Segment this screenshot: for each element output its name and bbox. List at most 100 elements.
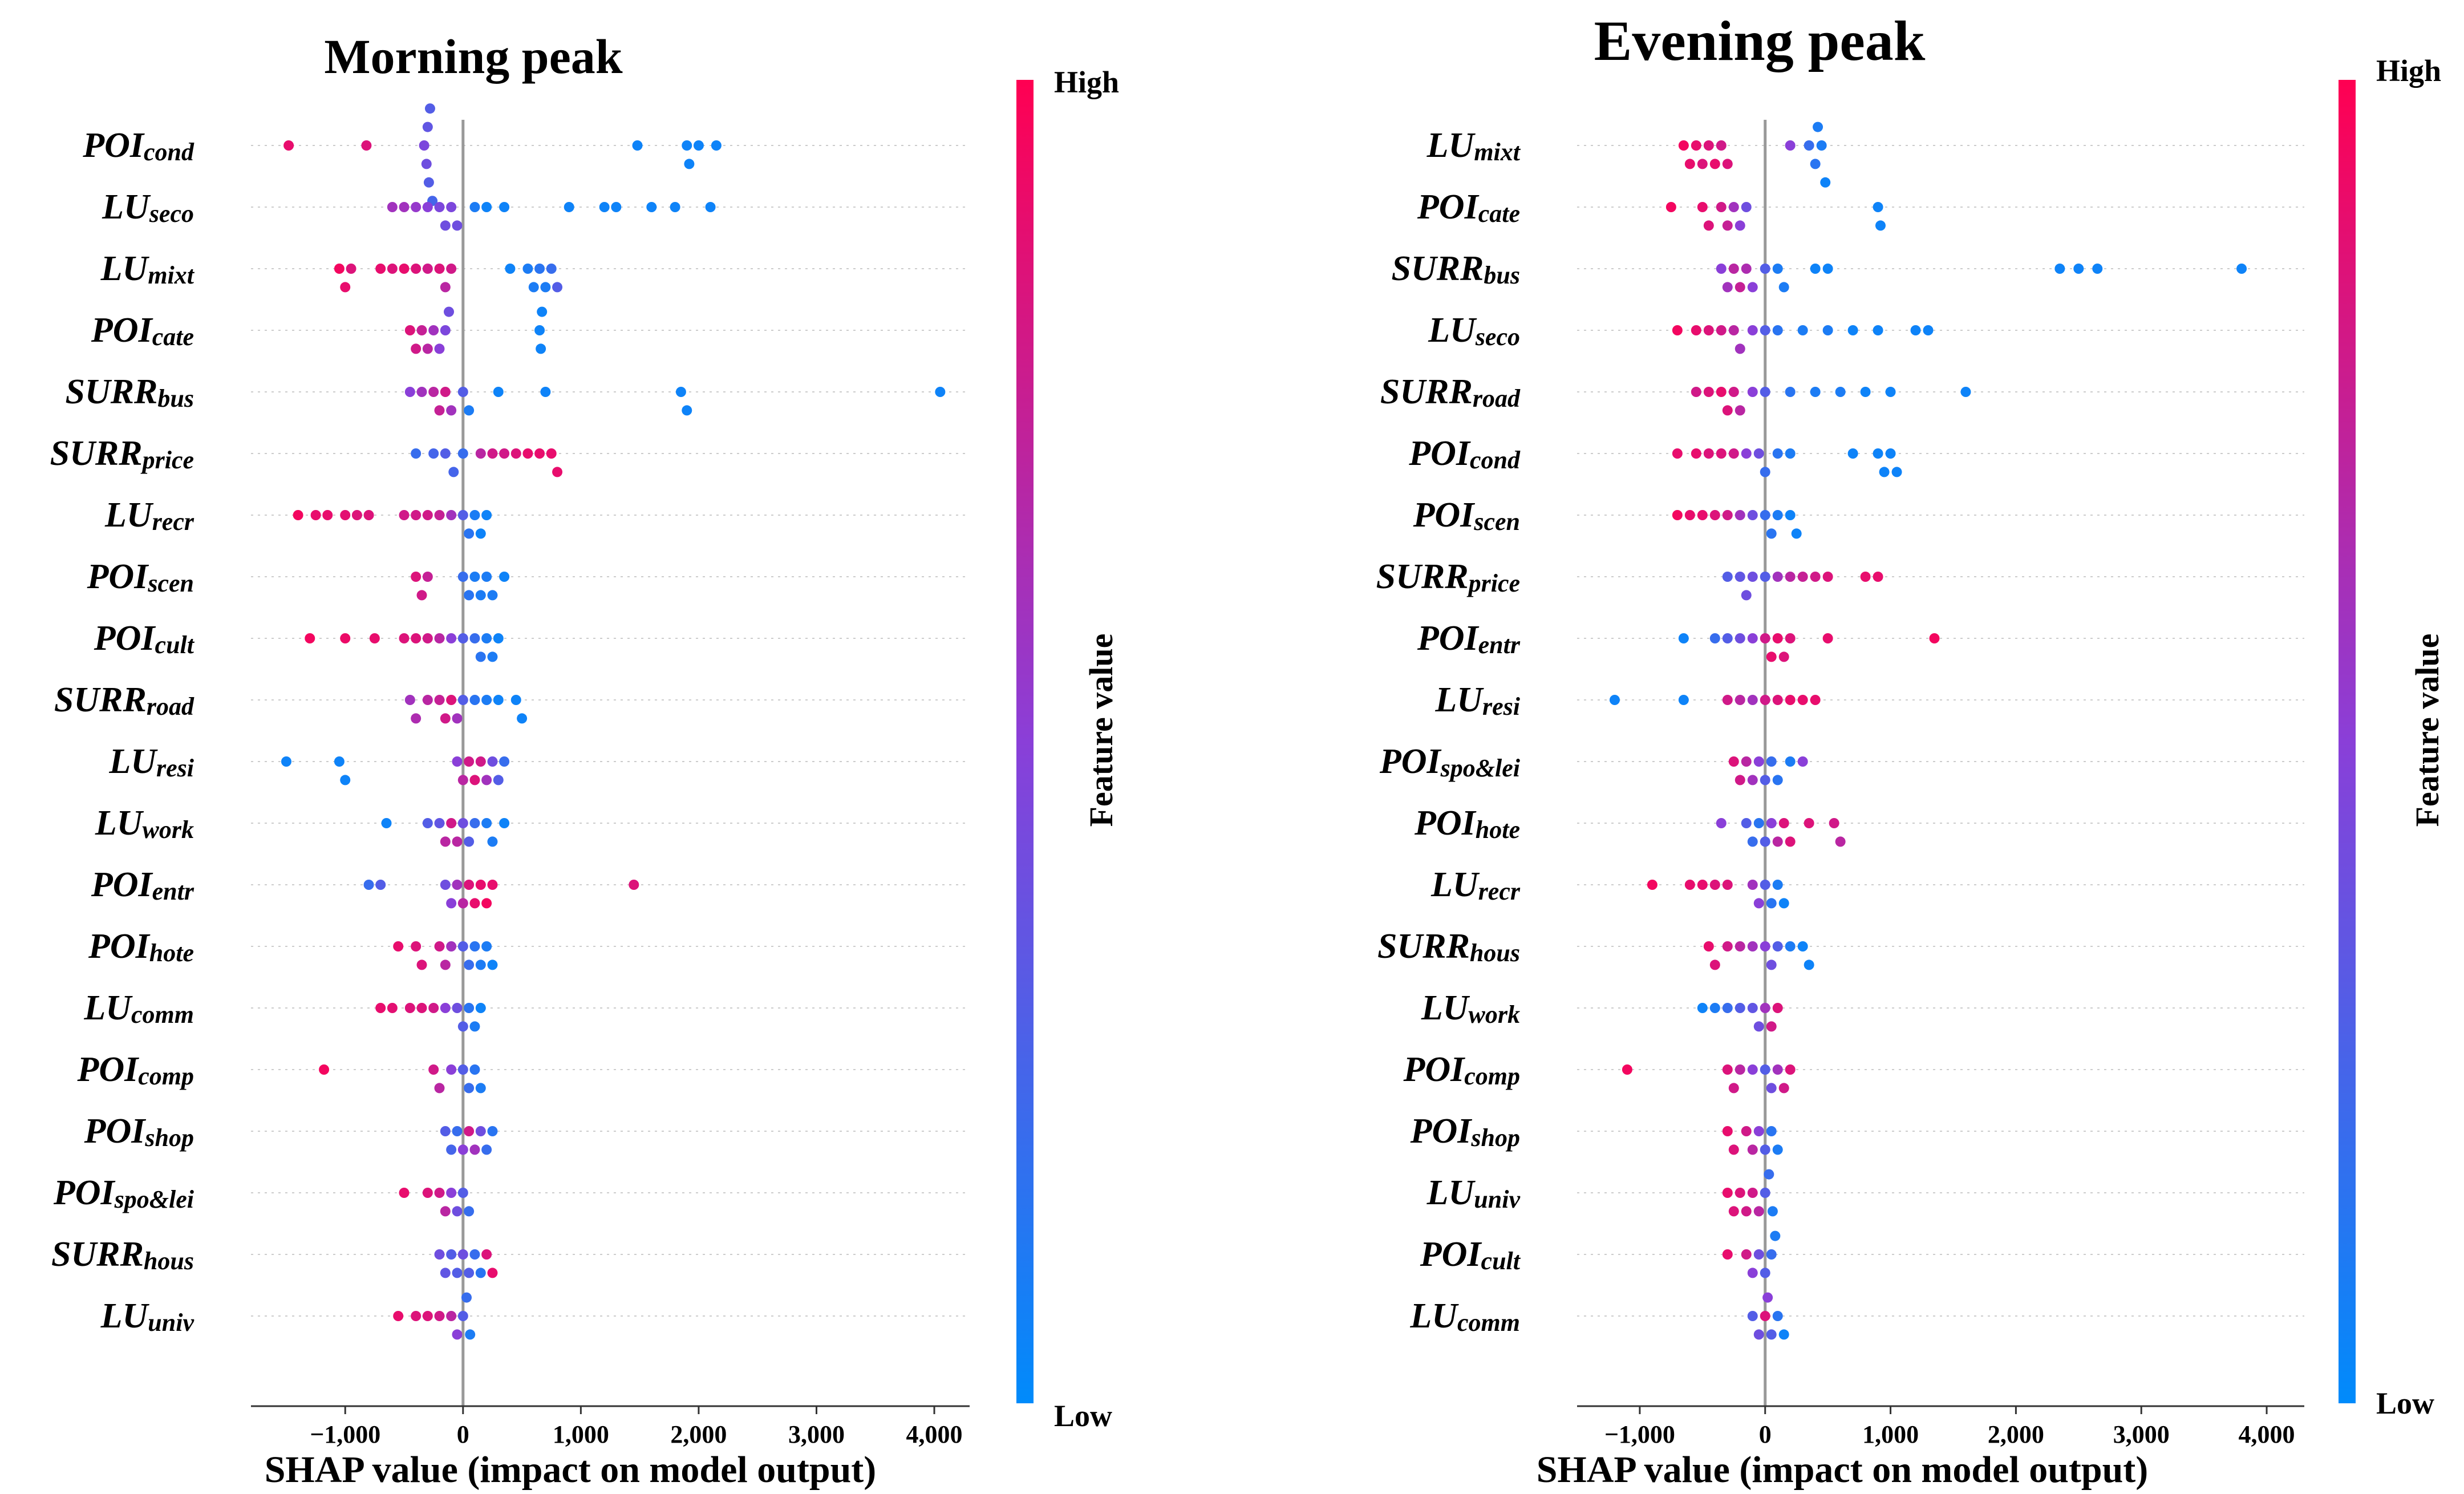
shap-point bbox=[1622, 1064, 1632, 1075]
shap-point bbox=[1772, 775, 1783, 786]
feature-label: LUwork bbox=[1421, 989, 1520, 1029]
shap-point bbox=[457, 1021, 468, 1032]
shap-point bbox=[1747, 282, 1758, 293]
shap-point bbox=[1822, 633, 1833, 643]
shap-point bbox=[475, 1083, 486, 1094]
feature-label-main: LU bbox=[95, 804, 144, 843]
shap-point bbox=[552, 467, 563, 477]
shap-point bbox=[381, 818, 392, 828]
shap-point bbox=[464, 405, 475, 416]
feature-label-main: LU bbox=[102, 188, 151, 226]
x-tick-label: 4,000 bbox=[2239, 1420, 2295, 1448]
feature-label-sub: road bbox=[1473, 384, 1521, 412]
feature-label: LUmixt bbox=[1426, 126, 1521, 166]
feature-label-sub: shop bbox=[144, 1124, 194, 1152]
shap-point bbox=[457, 1064, 468, 1075]
shap-point bbox=[1709, 633, 1720, 643]
feature-label: POIcate bbox=[91, 311, 194, 351]
feature-label-main: POI bbox=[87, 557, 149, 596]
shap-point bbox=[283, 140, 294, 151]
colorbar-high-label: High bbox=[2376, 54, 2441, 88]
feature-label-main: LU bbox=[83, 989, 133, 1027]
shap-point bbox=[1766, 1126, 1777, 1136]
shap-point bbox=[1747, 572, 1758, 582]
shap-point bbox=[416, 325, 427, 335]
feature-label-sub: work bbox=[1469, 1001, 1520, 1029]
shap-point bbox=[434, 941, 445, 952]
shap-point bbox=[351, 510, 362, 520]
shap-point bbox=[464, 1268, 475, 1278]
shap-point bbox=[1747, 880, 1758, 890]
feature-label-main: SURR bbox=[1377, 927, 1470, 966]
shap-point bbox=[1847, 325, 1858, 335]
shap-point bbox=[1665, 202, 1676, 212]
shap-point bbox=[1734, 633, 1745, 643]
shap-point bbox=[469, 1144, 480, 1155]
feature-label-main: LU bbox=[1430, 865, 1480, 904]
colorbar-title: Feature value bbox=[1083, 634, 1120, 827]
shap-point bbox=[1734, 775, 1745, 786]
shap-point bbox=[1810, 572, 1821, 582]
shap-point bbox=[422, 572, 433, 582]
shap-point bbox=[411, 343, 422, 354]
shap-point bbox=[1716, 818, 1727, 828]
shap-point bbox=[464, 1126, 475, 1136]
feature-label-sub: resi bbox=[1482, 693, 1521, 720]
shap-point bbox=[1728, 325, 1739, 335]
shap-point bbox=[1747, 1144, 1758, 1155]
shap-point bbox=[1734, 695, 1745, 705]
shap-point bbox=[1691, 140, 1701, 151]
shap-point bbox=[1734, 1188, 1745, 1198]
shap-point bbox=[1760, 1311, 1770, 1321]
shap-point bbox=[1929, 633, 1940, 643]
shap-point bbox=[457, 1311, 468, 1321]
shap-point bbox=[422, 1188, 433, 1198]
feature-label: POIcult bbox=[1420, 1235, 1521, 1275]
shap-point bbox=[1772, 880, 1783, 890]
shap-point bbox=[1772, 1064, 1783, 1075]
shap-point bbox=[522, 448, 533, 459]
feature-label: LUresi bbox=[108, 742, 194, 782]
feature-label-sub: comm bbox=[1457, 1309, 1520, 1337]
shap-point bbox=[446, 264, 457, 274]
shap-point bbox=[281, 756, 291, 767]
feature-label-main: POI bbox=[1403, 1050, 1465, 1089]
shap-point bbox=[457, 695, 468, 705]
shap-point bbox=[446, 1249, 457, 1260]
shap-point bbox=[646, 202, 657, 212]
shap-point bbox=[440, 836, 451, 847]
feature-label-main: POI bbox=[1379, 742, 1442, 781]
shap-point bbox=[1810, 387, 1821, 397]
shap-point bbox=[481, 1144, 492, 1155]
shap-point bbox=[1734, 282, 1745, 293]
shap-point bbox=[684, 159, 695, 169]
feature-label-main: POI bbox=[1413, 496, 1476, 535]
shap-point bbox=[1753, 1206, 1764, 1217]
x-tick-label: 3,000 bbox=[2113, 1420, 2170, 1448]
shap-point bbox=[1785, 633, 1796, 643]
shap-point bbox=[1734, 405, 1745, 416]
shap-point bbox=[457, 510, 468, 520]
shap-point bbox=[1923, 325, 1934, 335]
shap-point bbox=[428, 387, 439, 397]
shap-point bbox=[1753, 756, 1764, 767]
shap-point bbox=[452, 1329, 463, 1340]
shap-point bbox=[2073, 264, 2084, 274]
shap-point bbox=[446, 1064, 457, 1075]
shap-point bbox=[1684, 880, 1695, 890]
shap-point bbox=[1753, 898, 1764, 909]
shap-point bbox=[461, 1292, 472, 1303]
shap-point bbox=[452, 1268, 463, 1278]
shap-point bbox=[1709, 510, 1720, 520]
shap-point bbox=[499, 448, 510, 459]
shap-point bbox=[422, 633, 433, 643]
shap-point bbox=[487, 448, 498, 459]
chart-title: Evening peak bbox=[1594, 9, 1926, 72]
shap-point bbox=[434, 1311, 445, 1321]
feature-label-sub: mixt bbox=[1474, 138, 1521, 166]
shap-point bbox=[1647, 880, 1657, 890]
shap-point bbox=[422, 510, 433, 520]
shap-point bbox=[682, 140, 692, 151]
shap-point bbox=[499, 572, 510, 582]
shap-point bbox=[1778, 1329, 1789, 1340]
